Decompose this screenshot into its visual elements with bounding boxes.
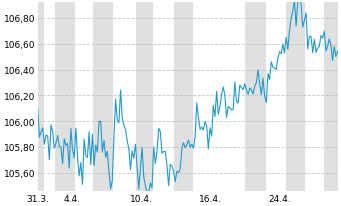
Bar <box>324 4 338 191</box>
Bar <box>38 4 44 191</box>
Bar <box>286 4 305 191</box>
Bar <box>174 4 193 191</box>
Bar <box>93 4 113 191</box>
Bar <box>136 4 153 191</box>
Bar <box>55 4 75 191</box>
Bar <box>245 4 266 191</box>
